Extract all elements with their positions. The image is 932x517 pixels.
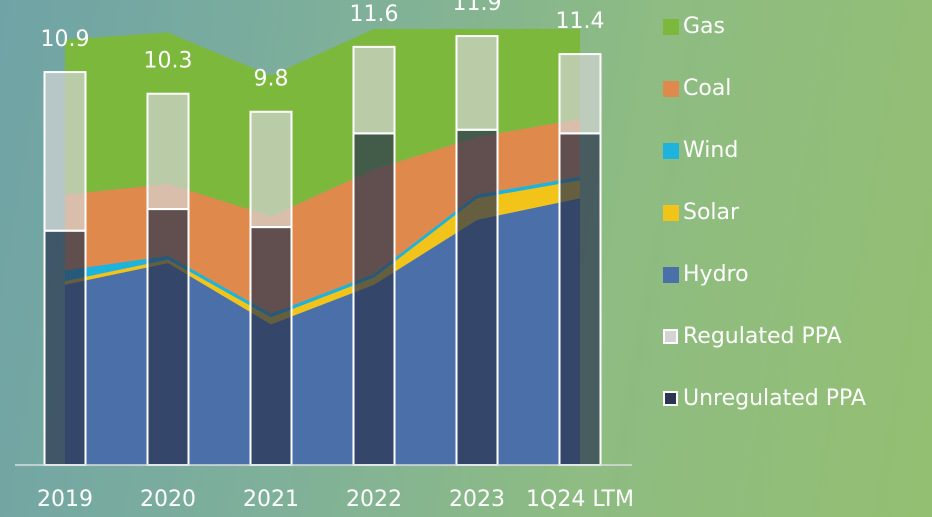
- bar: [148, 209, 189, 465]
- x-tick-label: 2022: [346, 487, 402, 512]
- bar: [148, 94, 189, 209]
- legend-swatch: [663, 205, 679, 221]
- page: 10.9 10.3 9.8 11.6 11.9 11.4 2019 2020 2021 2022 2…: [0, 0, 932, 517]
- legend-label: Coal: [683, 76, 731, 101]
- legend-label: Solar: [683, 200, 740, 225]
- total-label: 11.6: [350, 2, 399, 27]
- chart: 10.9 10.3 9.8 11.6 11.9 11.4 2019 2020 2021 2022 2…: [0, 0, 932, 517]
- x-tick-label: 2020: [140, 487, 196, 512]
- bar: [354, 133, 395, 465]
- bar: [251, 112, 292, 227]
- legend-label: Hydro: [683, 262, 749, 287]
- legend-label: Wind: [683, 138, 738, 163]
- x-tick-label: 2019: [37, 487, 93, 512]
- total-label: 10.3: [144, 49, 193, 74]
- x-tick-label: 2021: [243, 487, 299, 512]
- bar: [45, 72, 86, 231]
- total-label: 11.4: [556, 9, 605, 34]
- x-tick-label: 1Q24 LTM: [526, 487, 634, 512]
- legend-label: Unregulated PPA: [683, 386, 866, 411]
- legend-swatch: [663, 81, 679, 97]
- legend-swatch: [664, 392, 677, 405]
- legend-swatch: [663, 19, 679, 35]
- legend-swatch: [664, 330, 677, 343]
- bar: [560, 54, 601, 133]
- legend-swatch: [663, 143, 679, 159]
- bar: [354, 47, 395, 134]
- x-tick-label: 2023: [449, 487, 505, 512]
- bar: [457, 130, 498, 465]
- bar: [251, 227, 292, 465]
- bar: [457, 36, 498, 130]
- total-label: 9.8: [254, 67, 289, 92]
- total-label: 10.9: [41, 27, 90, 52]
- legend-swatch: [663, 267, 679, 283]
- legend-label: Gas: [683, 14, 725, 39]
- bar: [560, 133, 601, 465]
- bar: [45, 231, 86, 465]
- legend-label: Regulated PPA: [683, 324, 842, 349]
- total-label: 11.9: [453, 0, 502, 16]
